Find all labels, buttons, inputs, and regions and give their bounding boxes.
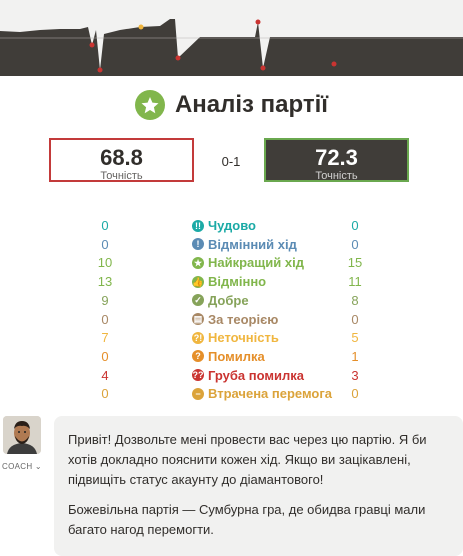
- move-row: 4?? Груба помилка 3: [0, 368, 463, 386]
- black-count: 0: [351, 311, 359, 327]
- black-count: 15: [347, 255, 363, 271]
- white-count: 4: [101, 367, 109, 383]
- double-exclamation-icon: !!: [192, 219, 204, 232]
- move-type: ?? Груба помилка: [192, 368, 304, 383]
- star-icon: ★: [192, 256, 204, 269]
- white-accuracy-box: 68.8 Точність: [49, 138, 194, 182]
- move-row: 0! Відмінний хід 0: [0, 237, 463, 255]
- double-question-icon: ??: [192, 369, 204, 382]
- white-count: 0: [101, 348, 109, 364]
- white-count: 0: [101, 311, 109, 327]
- coach-dropdown[interactable]: COACH ⌄: [2, 462, 42, 471]
- move-type: ★ Найкращий хід: [192, 255, 304, 270]
- book-icon: ▤: [192, 313, 204, 325]
- game-score: 0-1: [221, 154, 241, 169]
- coach-label: COACH: [2, 462, 33, 471]
- graph-black-area: [0, 19, 463, 76]
- coach-avatar[interactable]: [3, 416, 41, 454]
- black-count: 0: [351, 218, 359, 233]
- move-row: 10 ★ Найкращий хід 15: [0, 255, 463, 273]
- white-count: 13: [97, 274, 113, 290]
- coach-message: Привіт! Дозвольте мені провести вас чере…: [68, 432, 427, 487]
- graph-blunder-marker: [255, 19, 261, 25]
- move-type-label: Помилка: [208, 348, 265, 364]
- evaluation-graph[interactable]: [0, 0, 463, 76]
- graph-blunder-marker: [175, 55, 181, 61]
- move-type-label: Чудово: [208, 218, 256, 233]
- minus-icon: −: [192, 387, 204, 400]
- graph-blunder-marker: [260, 65, 266, 71]
- move-type: 👍 Відмінно: [192, 274, 266, 289]
- question-icon: ?: [192, 350, 204, 363]
- black-count: 5: [351, 330, 359, 346]
- page-title: Аналіз партії: [174, 91, 329, 118]
- black-count: 8: [351, 292, 359, 308]
- question-exclamation-icon: ?!: [192, 331, 204, 344]
- move-type: ! Відмінний хід: [192, 237, 297, 252]
- move-row: 0!! Чудово 0: [0, 218, 463, 236]
- black-count: 0: [351, 386, 359, 402]
- move-type-label: Відмінний хід: [208, 236, 297, 252]
- move-type-label: Відмінно: [208, 274, 267, 290]
- move-row: 13 👍 Відмінно 11: [0, 274, 463, 292]
- chevron-down-icon: ⌄: [34, 462, 42, 471]
- move-type: !! Чудово: [192, 218, 256, 233]
- move-type: ▤ За теорією: [192, 312, 278, 327]
- move-type-label: Неточність: [208, 330, 279, 346]
- move-row: 0? Помилка 1: [0, 349, 463, 367]
- move-row: 9 ✓ Добре 8: [0, 293, 463, 311]
- move-row: 0 ▤ За теорією 0: [0, 312, 463, 330]
- white-accuracy-value: 68.8: [100, 145, 143, 170]
- black-count: 0: [351, 236, 359, 252]
- black-accuracy-box: 72.3 Точність: [264, 138, 409, 182]
- move-type: − Втрачена перемога: [192, 386, 332, 401]
- move-row: 7?! Неточність 5: [0, 330, 463, 348]
- analysis-title-row: Аналіз партії: [0, 88, 463, 122]
- white-count: 0: [101, 386, 109, 402]
- white-count: 0: [101, 236, 109, 252]
- move-type: ✓ Добре: [192, 293, 249, 308]
- white-count: 10: [97, 255, 113, 271]
- white-count: 0: [101, 218, 109, 233]
- move-type-label: Добре: [208, 292, 249, 308]
- black-count: 1: [351, 348, 359, 364]
- move-type-label: За теорією: [208, 311, 279, 327]
- move-type: ?! Неточність: [192, 330, 279, 345]
- move-type: ? Помилка: [192, 349, 265, 364]
- white-count: 7: [101, 330, 109, 346]
- black-accuracy-value: 72.3: [315, 145, 358, 170]
- star-icon: [134, 90, 165, 120]
- move-type-label: Втрачена перемога: [208, 386, 333, 402]
- black-count: 11: [348, 274, 362, 290]
- coach-message-bubble: Привіт! Дозвольте мені провести вас чере…: [54, 416, 463, 556]
- white-count: 9: [101, 292, 109, 308]
- thumbs-up-icon: 👍: [192, 275, 204, 288]
- check-icon: ✓: [192, 294, 204, 307]
- coach-message: Божевільна партія — Сумбурна гра, де оби…: [68, 502, 426, 537]
- black-accuracy-label: Точність: [315, 170, 358, 182]
- white-accuracy-label: Точність: [100, 170, 143, 182]
- graph-blunder-marker: [97, 67, 103, 73]
- black-count: 3: [351, 367, 359, 383]
- exclamation-icon: !: [192, 238, 204, 251]
- move-type-label: Груба помилка: [208, 367, 304, 383]
- move-row: 0 − Втрачена перемога 0: [0, 386, 463, 404]
- move-type-label: Найкращий хід: [208, 255, 304, 271]
- graph-blunder-marker: [331, 61, 337, 67]
- graph-inaccuracy-marker: [138, 24, 144, 30]
- graph-blunder-marker: [89, 42, 95, 48]
